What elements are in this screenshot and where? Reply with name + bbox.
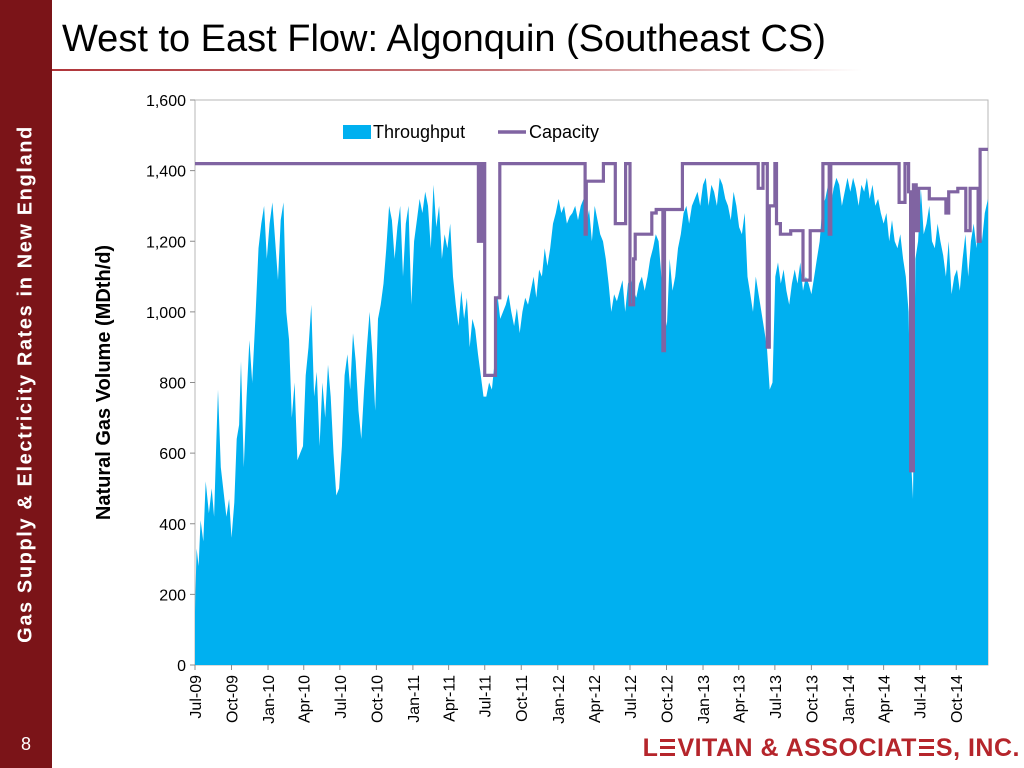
company-logo: L VITAN & ASSOCIAT S, INC. bbox=[643, 734, 1020, 763]
x-tick-label: Oct-11 bbox=[514, 675, 531, 722]
page-number: 8 bbox=[0, 734, 52, 755]
x-tick-label: Oct-09 bbox=[225, 675, 242, 723]
x-tick-label: Oct-12 bbox=[660, 675, 677, 723]
logo-e-mark bbox=[660, 739, 675, 757]
y-tick-label: 200 bbox=[159, 587, 186, 604]
y-tick-label: 600 bbox=[159, 446, 186, 463]
x-tick-label: Oct-14 bbox=[949, 675, 966, 723]
x-tick-label: Jul-11 bbox=[478, 675, 495, 717]
title-rule bbox=[52, 69, 862, 71]
y-tick-label: 400 bbox=[159, 517, 186, 534]
y-tick-label: 1,000 bbox=[146, 305, 186, 322]
x-tick-label: Apr-11 bbox=[442, 675, 459, 722]
y-axis-title: Natural Gas Volume (MDth/d) bbox=[93, 245, 115, 520]
x-tick-label: Oct-13 bbox=[804, 675, 821, 723]
y-tick-label: 1,400 bbox=[146, 164, 186, 181]
y-tick-label: 1,200 bbox=[146, 234, 186, 251]
logo-e-mark bbox=[919, 739, 934, 757]
sidebar-band: Gas Supply & Electricity Rates in New En… bbox=[0, 0, 52, 768]
y-tick-label: 0 bbox=[177, 658, 186, 675]
logo-text-3: S, INC. bbox=[936, 734, 1020, 762]
y-tick-label: 800 bbox=[159, 376, 186, 393]
x-tick-label: Jul-14 bbox=[913, 675, 930, 719]
x-tick-label: Jul-09 bbox=[188, 675, 205, 719]
x-tick-label: Apr-13 bbox=[732, 675, 749, 723]
x-tick-label: Jan-14 bbox=[841, 675, 858, 724]
x-tick-label: Jul-10 bbox=[333, 675, 350, 719]
logo-text-2: VITAN & ASSOCIAT bbox=[677, 734, 916, 762]
legend-label-throughput: Throughput bbox=[373, 122, 465, 142]
x-tick-label: Jan-10 bbox=[261, 675, 278, 724]
x-tick-label: Apr-14 bbox=[877, 675, 894, 723]
sidebar-title: Gas Supply & Electricity Rates in New En… bbox=[15, 125, 38, 643]
x-tick-label: Apr-10 bbox=[297, 675, 314, 723]
throughput-capacity-chart: 0 200 400 600 800 1,000 1,200 1,400 1,600 Jul-09 O… bbox=[90, 84, 1000, 744]
x-tick-label: Apr-12 bbox=[587, 675, 604, 723]
slide-title: West to East Flow: Algonquin (Southeast … bbox=[62, 18, 826, 61]
legend-label-capacity: Capacity bbox=[529, 122, 599, 142]
x-tick-label: Jul-13 bbox=[768, 675, 785, 719]
x-tick-label: Jan-11 bbox=[406, 675, 423, 723]
legend-swatch-throughput bbox=[343, 125, 371, 139]
logo-text-1: L bbox=[643, 734, 659, 762]
x-tick-label: Jan-13 bbox=[696, 675, 713, 724]
x-tick-label: Oct-10 bbox=[369, 675, 386, 723]
x-tick-label: Jul-12 bbox=[623, 675, 640, 719]
x-tick-label: Jan-12 bbox=[551, 675, 568, 724]
y-tick-label: 1,600 bbox=[146, 93, 186, 110]
